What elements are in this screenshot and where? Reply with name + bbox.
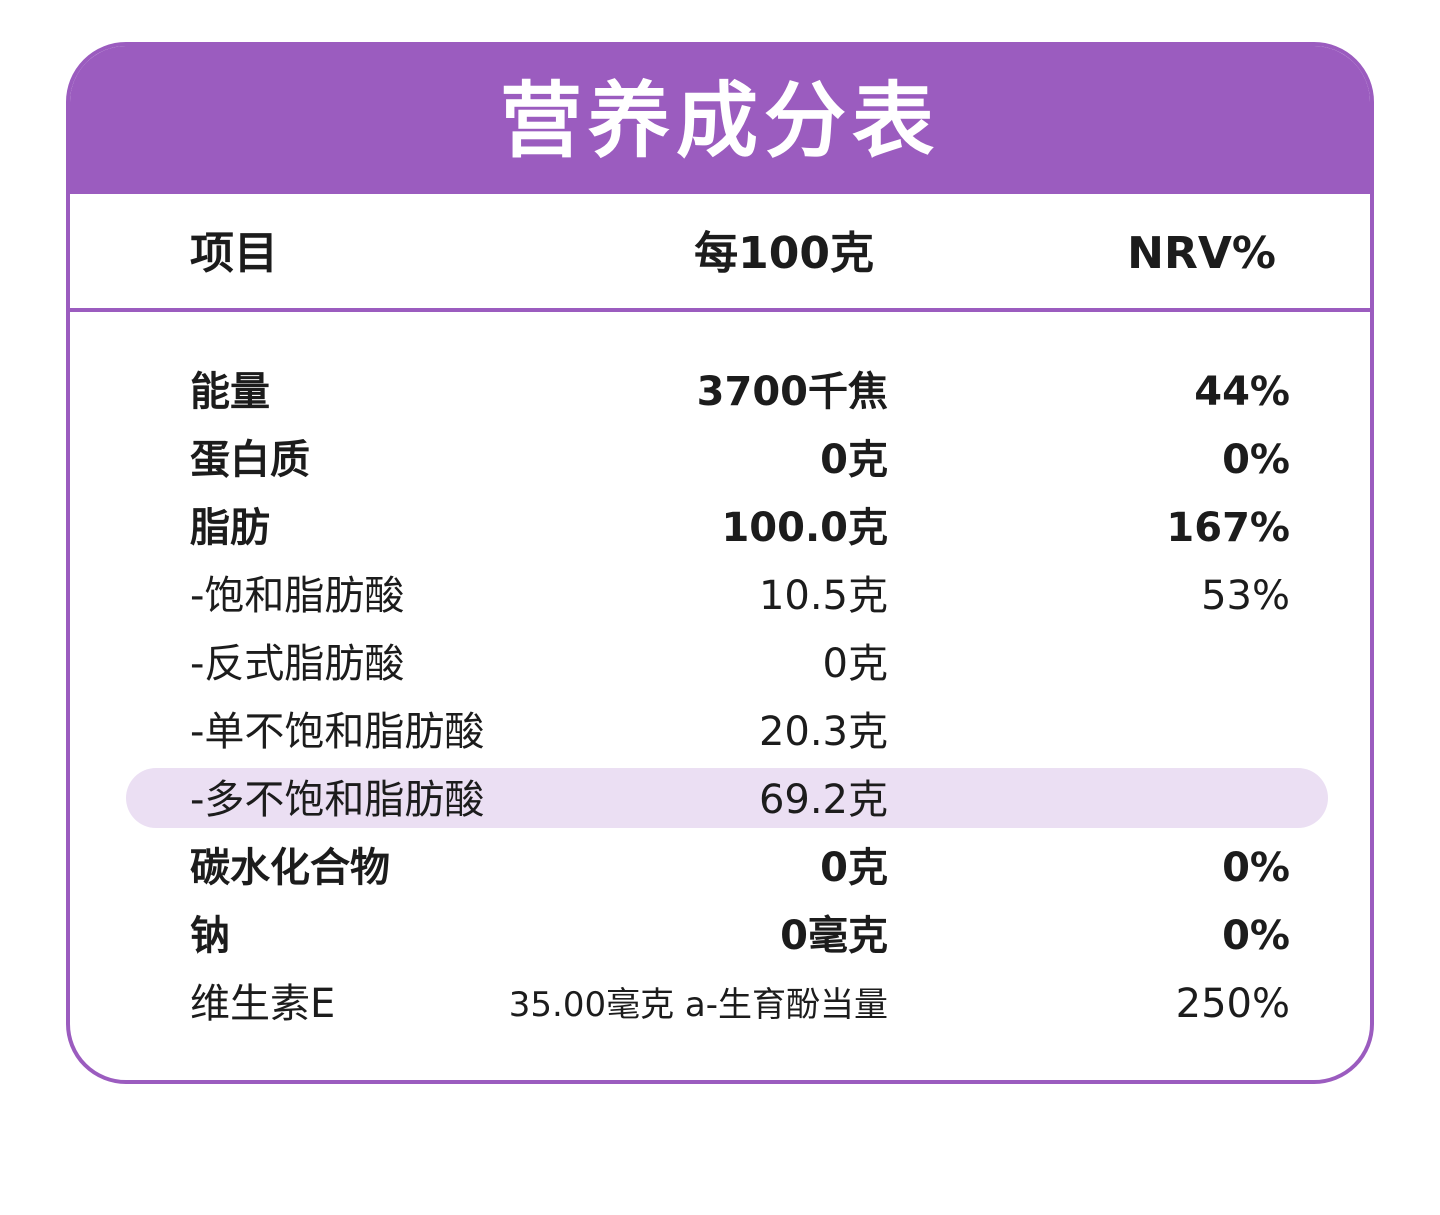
nutrition-facts-card: 营养成分表 项目 每100克 NRV% 能量 3700千焦 44% 蛋白质 0克… xyxy=(66,42,1374,1084)
row-nrv: 44% xyxy=(1194,369,1290,415)
row-amount: 3700千焦 xyxy=(696,369,888,415)
header-nrv: NRV% xyxy=(1127,228,1276,279)
row-name: -多不饱和脂肪酸 xyxy=(190,777,485,823)
row-amount: 69.2克 xyxy=(758,777,888,823)
row-nrv: 167% xyxy=(1166,505,1290,551)
table-row-trans-fat: -反式脂肪酸 0克 xyxy=(126,632,1328,692)
header-name: 项目 xyxy=(190,228,278,279)
table-header: 项目 每100克 NRV% xyxy=(70,194,1370,312)
table-row-polyunsaturated-fat: -多不饱和脂肪酸 69.2克 xyxy=(126,768,1328,828)
table-row-fat: 脂肪 100.0克 167% xyxy=(126,496,1328,556)
row-amount: 100.0克 xyxy=(721,505,888,551)
row-name: -饱和脂肪酸 xyxy=(190,573,405,619)
row-name: 维生素E xyxy=(190,981,336,1027)
table-row-protein: 蛋白质 0克 0% xyxy=(126,428,1328,488)
title-bar: 营养成分表 xyxy=(70,46,1370,194)
row-amount: 0克 xyxy=(820,437,888,483)
table-row-energy: 能量 3700千焦 44% xyxy=(126,360,1328,420)
table-row-saturated-fat: -饱和脂肪酸 10.5克 53% xyxy=(126,564,1328,624)
row-amount: 0毫克 xyxy=(780,913,888,959)
row-amount: 10.5克 xyxy=(758,573,888,619)
row-amount: 0克 xyxy=(822,641,888,687)
row-nrv: 0% xyxy=(1222,913,1290,959)
table-row-monounsaturated-fat: -单不饱和脂肪酸 20.3克 xyxy=(126,700,1328,760)
row-name: -反式脂肪酸 xyxy=(190,641,405,687)
row-name: 脂肪 xyxy=(190,505,270,551)
table-row-carbohydrate: 碳水化合物 0克 0% xyxy=(126,836,1328,896)
table-title: 营养成分表 xyxy=(499,74,940,169)
row-amount: 0克 xyxy=(820,845,888,891)
row-nrv: 0% xyxy=(1222,437,1290,483)
row-nrv: 0% xyxy=(1222,845,1290,891)
table-row-vitamin-e: 维生素E 35.00毫克 a-生育酚当量 250% xyxy=(126,972,1328,1032)
row-amount: 20.3克 xyxy=(758,709,888,755)
row-name: 钠 xyxy=(190,913,230,959)
row-name: 能量 xyxy=(190,369,270,415)
header-amount: 每100克 xyxy=(694,228,874,279)
row-name: -单不饱和脂肪酸 xyxy=(190,709,485,755)
row-amount: 35.00毫克 a-生育酚当量 xyxy=(508,985,888,1025)
row-name: 蛋白质 xyxy=(190,437,310,483)
row-name: 碳水化合物 xyxy=(190,845,390,891)
row-nrv: 53% xyxy=(1201,573,1290,619)
table-row-sodium: 钠 0毫克 0% xyxy=(126,904,1328,964)
row-nrv: 250% xyxy=(1175,981,1290,1027)
